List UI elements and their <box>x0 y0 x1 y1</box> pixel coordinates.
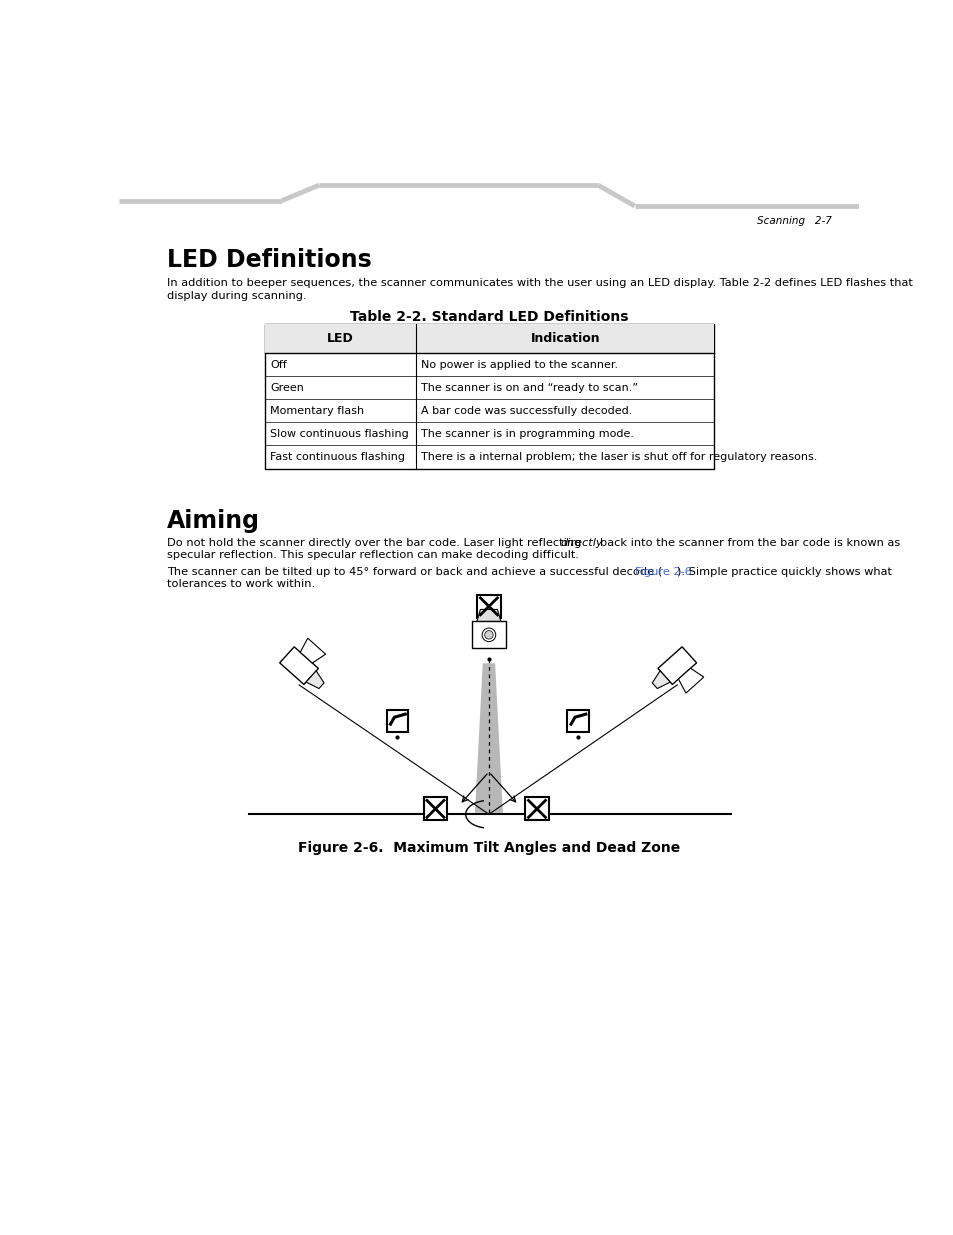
Text: Aiming: Aiming <box>167 509 260 532</box>
Text: There is a internal problem; the laser is shut off for regulatory reasons.: There is a internal problem; the laser i… <box>421 452 817 462</box>
Bar <box>476 595 500 618</box>
Text: back into the scanner from the bar code is known as: back into the scanner from the bar code … <box>599 537 899 548</box>
Text: specular reflection. This specular reflection can make decoding difficult.: specular reflection. This specular refle… <box>167 550 578 561</box>
Text: No power is applied to the scanner.: No power is applied to the scanner. <box>421 359 618 369</box>
Text: Figure 2-6: Figure 2-6 <box>635 567 692 577</box>
Text: The scanner can be tilted up to 45° forward or back and achieve a successful dec: The scanner can be tilted up to 45° forw… <box>167 567 661 577</box>
Text: Momentary flash: Momentary flash <box>270 406 364 416</box>
Polygon shape <box>476 609 500 621</box>
Text: Green: Green <box>270 383 304 393</box>
Polygon shape <box>300 638 325 663</box>
Text: Table 2-2. Standard LED Definitions: Table 2-2. Standard LED Definitions <box>350 310 627 324</box>
Text: Scanning   2-7: Scanning 2-7 <box>757 216 831 226</box>
Text: A bar code was successfully decoded.: A bar code was successfully decoded. <box>421 406 632 416</box>
Bar <box>567 710 588 732</box>
Text: Off: Off <box>270 359 287 369</box>
Text: LED: LED <box>327 332 354 345</box>
Text: Indication: Indication <box>530 332 599 345</box>
Text: Slow continuous flashing: Slow continuous flashing <box>270 429 409 438</box>
Text: tolerances to work within.: tolerances to work within. <box>167 579 315 589</box>
Polygon shape <box>306 671 324 689</box>
Bar <box>386 710 408 732</box>
Text: In addition to beeper sequences, the scanner communicates with the user using an: In addition to beeper sequences, the sca… <box>167 278 912 288</box>
Circle shape <box>481 629 496 642</box>
Bar <box>423 798 447 820</box>
Polygon shape <box>652 671 670 689</box>
Bar <box>265 324 714 353</box>
Text: Figure 2-6.  Maximum Tilt Angles and Dead Zone: Figure 2-6. Maximum Tilt Angles and Dead… <box>297 841 679 855</box>
Text: directly: directly <box>559 537 602 548</box>
Text: ). Simple practice quickly shows what: ). Simple practice quickly shows what <box>677 567 891 577</box>
Bar <box>472 621 505 648</box>
Text: display during scanning.: display during scanning. <box>167 290 307 300</box>
Text: The scanner is in programming mode.: The scanner is in programming mode. <box>421 429 634 438</box>
Text: Do not hold the scanner directly over the bar code. Laser light reflecting: Do not hold the scanner directly over th… <box>167 537 585 548</box>
Text: The scanner is on and “ready to scan.”: The scanner is on and “ready to scan.” <box>421 383 638 393</box>
Bar <box>525 798 548 820</box>
Polygon shape <box>658 647 696 684</box>
Bar <box>265 324 714 468</box>
Polygon shape <box>279 647 318 684</box>
Circle shape <box>484 631 493 638</box>
Text: LED Definitions: LED Definitions <box>167 248 372 272</box>
Text: Fast continuous flashing: Fast continuous flashing <box>270 452 405 462</box>
Polygon shape <box>678 668 703 693</box>
Polygon shape <box>475 663 502 813</box>
